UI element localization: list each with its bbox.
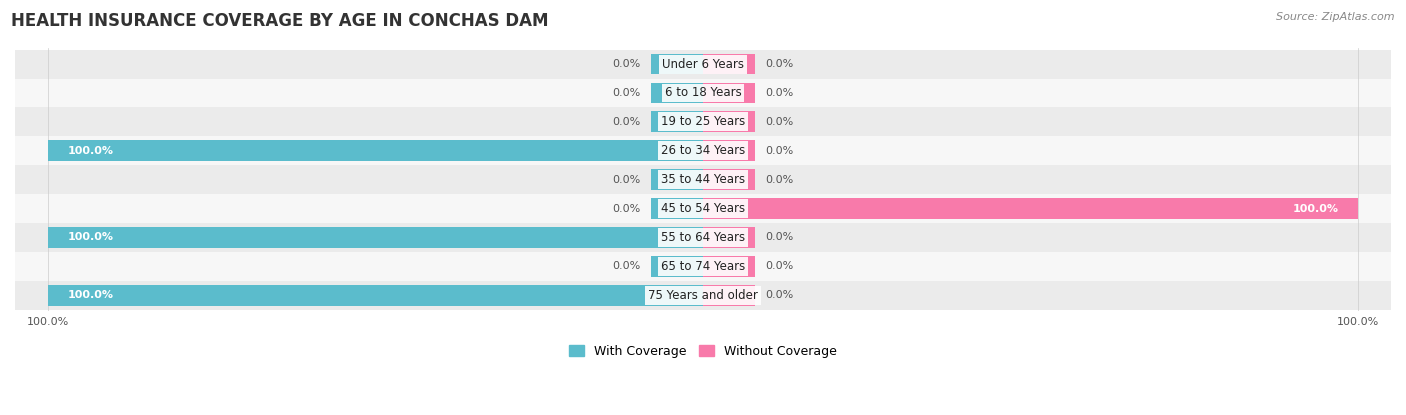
Text: 26 to 34 Years: 26 to 34 Years [661, 144, 745, 157]
Text: 100.0%: 100.0% [67, 232, 114, 242]
Text: 0.0%: 0.0% [613, 261, 641, 271]
Text: 0.0%: 0.0% [613, 117, 641, 127]
Text: 0.0%: 0.0% [765, 88, 793, 98]
Bar [15, 136, 1391, 165]
Bar [703, 227, 755, 248]
Text: 75 Years and older: 75 Years and older [648, 289, 758, 302]
Text: 100.0%: 100.0% [67, 290, 114, 300]
Bar [15, 50, 1391, 78]
Text: 0.0%: 0.0% [765, 146, 793, 156]
Text: 0.0%: 0.0% [765, 117, 793, 127]
Text: 45 to 54 Years: 45 to 54 Years [661, 202, 745, 215]
Bar [703, 83, 755, 103]
Bar [48, 227, 703, 248]
Bar [703, 285, 755, 305]
Text: Source: ZipAtlas.com: Source: ZipAtlas.com [1277, 12, 1395, 22]
Bar [15, 78, 1391, 107]
Text: 0.0%: 0.0% [765, 261, 793, 271]
Bar [703, 198, 1358, 219]
Bar [15, 223, 1391, 252]
Text: 0.0%: 0.0% [613, 59, 641, 69]
Text: 55 to 64 Years: 55 to 64 Years [661, 231, 745, 244]
Bar [15, 107, 1391, 136]
Text: 0.0%: 0.0% [765, 175, 793, 185]
Text: 100.0%: 100.0% [1292, 203, 1339, 213]
Text: 0.0%: 0.0% [613, 203, 641, 213]
Bar [703, 112, 755, 132]
Bar [48, 285, 703, 305]
Text: 100.0%: 100.0% [67, 146, 114, 156]
Bar [15, 194, 1391, 223]
Bar [15, 252, 1391, 281]
Bar [651, 169, 703, 190]
Bar [15, 165, 1391, 194]
Legend: With Coverage, Without Coverage: With Coverage, Without Coverage [564, 339, 842, 363]
Text: 6 to 18 Years: 6 to 18 Years [665, 86, 741, 100]
Text: 0.0%: 0.0% [613, 175, 641, 185]
Text: 65 to 74 Years: 65 to 74 Years [661, 260, 745, 273]
Bar [651, 256, 703, 277]
Bar [703, 140, 755, 161]
Bar [651, 83, 703, 103]
Bar [703, 169, 755, 190]
Bar [15, 281, 1391, 310]
Text: 0.0%: 0.0% [765, 232, 793, 242]
Bar [703, 256, 755, 277]
Text: 0.0%: 0.0% [765, 290, 793, 300]
Bar [48, 140, 703, 161]
Text: HEALTH INSURANCE COVERAGE BY AGE IN CONCHAS DAM: HEALTH INSURANCE COVERAGE BY AGE IN CONC… [11, 12, 548, 30]
Text: Under 6 Years: Under 6 Years [662, 58, 744, 71]
Text: 35 to 44 Years: 35 to 44 Years [661, 173, 745, 186]
Text: 0.0%: 0.0% [613, 88, 641, 98]
Bar [651, 198, 703, 219]
Bar [651, 54, 703, 74]
Bar [651, 112, 703, 132]
Text: 19 to 25 Years: 19 to 25 Years [661, 115, 745, 128]
Bar [703, 54, 755, 74]
Text: 0.0%: 0.0% [765, 59, 793, 69]
